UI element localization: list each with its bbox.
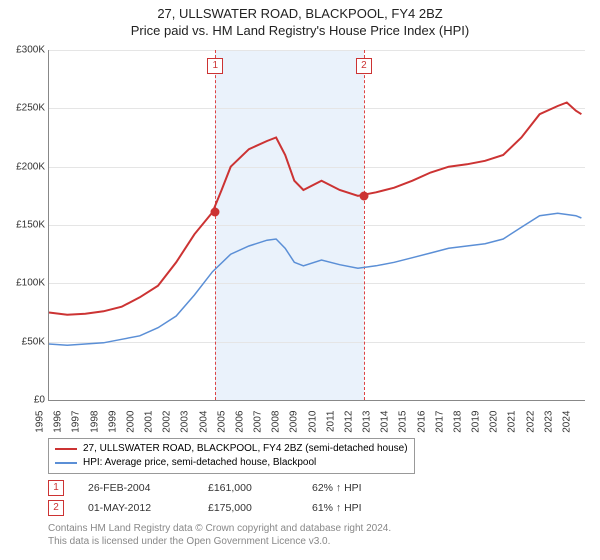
chart-plot-area: £0£50K£100K£150K£200K£250K£300K199519961… xyxy=(48,50,585,401)
x-axis-label: 2010 xyxy=(307,411,318,441)
y-axis-label: £300K xyxy=(16,45,45,56)
transaction-id-box: 1 xyxy=(48,480,64,496)
transaction-pct: 61% ↑ HPI xyxy=(312,502,412,514)
x-axis-label: 2017 xyxy=(434,411,445,441)
x-axis-label: 2015 xyxy=(398,411,409,441)
x-axis-label: 2013 xyxy=(362,411,373,441)
transaction-date: 26-FEB-2004 xyxy=(88,482,184,494)
y-axis-label: £200K xyxy=(16,161,45,172)
legend-row: 27, ULLSWATER ROAD, BLACKPOOL, FY4 2BZ (… xyxy=(55,442,408,456)
marker-label-box: 2 xyxy=(356,58,372,74)
title-line1: 27, ULLSWATER ROAD, BLACKPOOL, FY4 2BZ xyxy=(0,6,600,23)
x-axis-label: 2019 xyxy=(471,411,482,441)
x-axis-label: 2000 xyxy=(125,411,136,441)
y-axis-label: £150K xyxy=(16,220,45,231)
x-axis-label: 2022 xyxy=(525,411,536,441)
x-axis-label: 1999 xyxy=(107,411,118,441)
y-axis-label: £250K xyxy=(16,103,45,114)
marker-point xyxy=(359,191,368,200)
x-axis-label: 2007 xyxy=(253,411,264,441)
y-axis-label: £0 xyxy=(34,395,45,406)
x-axis-label: 2024 xyxy=(561,411,572,441)
marker-point xyxy=(211,208,220,217)
transaction-pct: 62% ↑ HPI xyxy=(312,482,412,494)
y-axis-label: £50K xyxy=(22,336,45,347)
footer-line2: This data is licensed under the Open Gov… xyxy=(48,535,391,548)
transaction-price: £161,000 xyxy=(208,482,288,494)
x-axis-label: 2018 xyxy=(452,411,463,441)
transaction-row: 1 26-FEB-2004 £161,000 62% ↑ HPI xyxy=(48,480,412,496)
transaction-row: 2 01-MAY-2012 £175,000 61% ↑ HPI xyxy=(48,500,412,516)
transaction-date: 01-MAY-2012 xyxy=(88,502,184,514)
x-axis-label: 2003 xyxy=(180,411,191,441)
x-axis-label: 2005 xyxy=(216,411,227,441)
legend-box: 27, ULLSWATER ROAD, BLACKPOOL, FY4 2BZ (… xyxy=(48,438,415,474)
x-axis-label: 2006 xyxy=(234,411,245,441)
x-axis-label: 1995 xyxy=(35,411,46,441)
transaction-id-box: 2 xyxy=(48,500,64,516)
series-svg xyxy=(49,50,585,400)
series-hpi xyxy=(49,213,581,345)
legend-label: 27, ULLSWATER ROAD, BLACKPOOL, FY4 2BZ (… xyxy=(83,442,408,456)
legend-swatch xyxy=(55,462,77,464)
x-axis-label: 2023 xyxy=(543,411,554,441)
x-axis-label: 2012 xyxy=(343,411,354,441)
footer-credits: Contains HM Land Registry data © Crown c… xyxy=(48,522,391,548)
x-axis-label: 2004 xyxy=(198,411,209,441)
x-axis-label: 1998 xyxy=(89,411,100,441)
x-axis-label: 2020 xyxy=(489,411,500,441)
title-block: 27, ULLSWATER ROAD, BLACKPOOL, FY4 2BZ P… xyxy=(0,0,600,40)
x-axis-label: 2002 xyxy=(162,411,173,441)
transactions-table: 1 26-FEB-2004 £161,000 62% ↑ HPI 2 01-MAY-201… xyxy=(48,480,412,520)
x-axis-label: 2008 xyxy=(271,411,282,441)
x-axis-label: 2011 xyxy=(325,411,336,441)
legend-row: HPI: Average price, semi-detached house,… xyxy=(55,456,408,470)
x-axis-label: 2009 xyxy=(289,411,300,441)
x-axis-label: 2016 xyxy=(416,411,427,441)
series-price_paid xyxy=(49,103,581,315)
marker-label-box: 1 xyxy=(207,58,223,74)
transaction-price: £175,000 xyxy=(208,502,288,514)
legend-swatch xyxy=(55,448,77,450)
y-axis-label: £100K xyxy=(16,278,45,289)
x-axis-label: 2001 xyxy=(144,411,155,441)
legend-label: HPI: Average price, semi-detached house,… xyxy=(83,456,316,470)
chart-container: 27, ULLSWATER ROAD, BLACKPOOL, FY4 2BZ P… xyxy=(0,0,600,560)
title-line2: Price paid vs. HM Land Registry's House … xyxy=(0,23,600,40)
x-axis-label: 1996 xyxy=(53,411,64,441)
x-axis-label: 2014 xyxy=(380,411,391,441)
x-axis-label: 2021 xyxy=(507,411,518,441)
x-axis-label: 1997 xyxy=(71,411,82,441)
footer-line1: Contains HM Land Registry data © Crown c… xyxy=(48,522,391,535)
